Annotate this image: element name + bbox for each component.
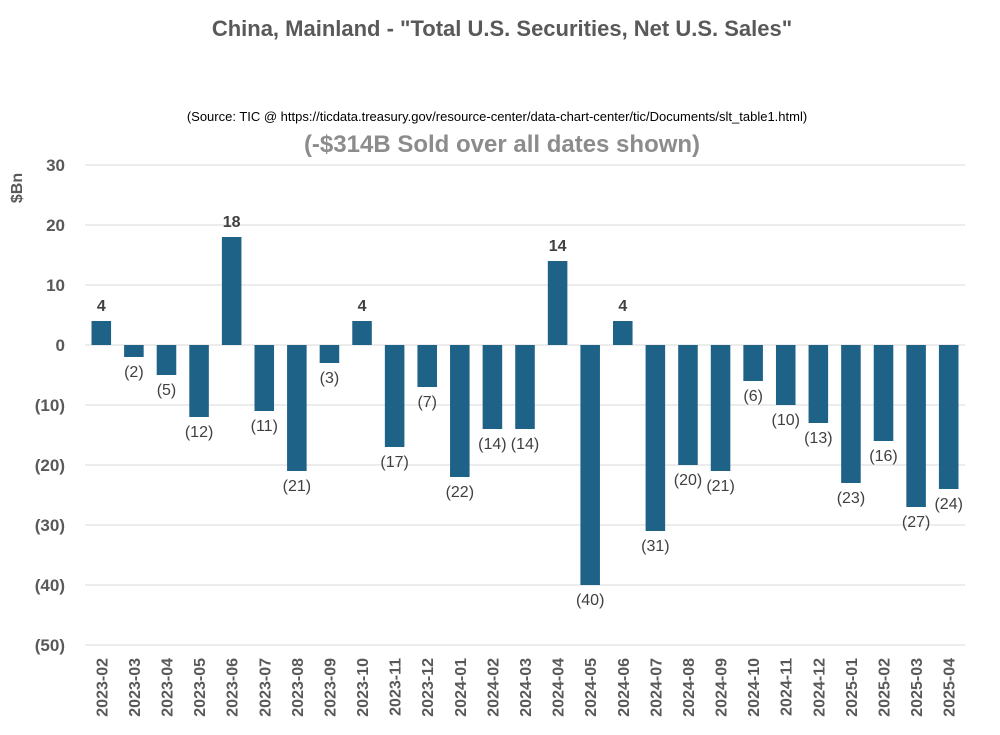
bar bbox=[319, 345, 340, 363]
bar bbox=[645, 345, 666, 531]
bar bbox=[841, 345, 861, 483]
bar bbox=[808, 345, 829, 423]
data-label: 14 bbox=[549, 238, 567, 255]
y-tick-label: 10 bbox=[46, 276, 65, 295]
x-tick-label: 2023-10 bbox=[355, 658, 372, 717]
data-label: (24) bbox=[934, 496, 962, 513]
x-tick-label: 2025-01 bbox=[844, 658, 861, 717]
bar bbox=[124, 345, 144, 357]
data-label: 4 bbox=[97, 298, 106, 315]
x-tick-label: 2024-04 bbox=[551, 658, 568, 717]
bar bbox=[352, 321, 372, 345]
bar bbox=[515, 345, 535, 429]
bar bbox=[775, 345, 796, 405]
x-tick-label: 2024-10 bbox=[746, 658, 763, 717]
x-tick-label: 2024-02 bbox=[485, 658, 502, 717]
data-label: (11) bbox=[251, 418, 278, 435]
bar bbox=[743, 345, 763, 381]
y-tick-label: (40) bbox=[35, 576, 65, 595]
y-tick-label: 30 bbox=[46, 156, 65, 175]
x-tick-label: 2024-08 bbox=[681, 658, 698, 717]
x-tick-label: 2025-04 bbox=[942, 658, 959, 717]
x-tick-label: 2023-08 bbox=[290, 658, 307, 717]
bar bbox=[938, 345, 959, 489]
data-label: (5) bbox=[157, 382, 177, 399]
x-tick-label: 2024-01 bbox=[453, 658, 470, 717]
data-label: (6) bbox=[743, 388, 763, 405]
x-tick-label: 2025-03 bbox=[909, 658, 926, 717]
x-tick-label: 2024-11 bbox=[779, 658, 796, 716]
bar bbox=[580, 345, 600, 585]
data-label: (13) bbox=[804, 430, 832, 447]
bar bbox=[613, 321, 633, 345]
data-label: 4 bbox=[358, 298, 367, 315]
y-tick-label: (20) bbox=[35, 456, 65, 475]
x-tick-label: 2023-06 bbox=[225, 658, 242, 717]
x-axis-ticks: 2023-02 2023-03 2023-04 2023-05 2023-06 2023-… bbox=[94, 658, 958, 717]
data-label: 18 bbox=[223, 214, 241, 231]
x-tick-label: 2023-04 bbox=[159, 658, 176, 717]
bar bbox=[221, 237, 242, 345]
data-label: (12) bbox=[185, 424, 213, 441]
x-tick-label: 2024-07 bbox=[648, 658, 665, 717]
x-tick-label: 2024-09 bbox=[714, 658, 731, 717]
data-label: (10) bbox=[772, 412, 800, 429]
data-label: (22) bbox=[446, 484, 474, 501]
bar bbox=[873, 345, 894, 441]
bar bbox=[547, 261, 568, 345]
x-tick-label: 2023-05 bbox=[192, 658, 209, 717]
data-label: (16) bbox=[869, 448, 897, 465]
bar bbox=[450, 345, 470, 477]
data-label: (7) bbox=[417, 394, 437, 411]
data-label: (23) bbox=[837, 490, 865, 507]
data-labels: 4 (2) (5) (12) 18 (11) (21) (3) 4 (17) (7) (22) (14)… bbox=[97, 214, 963, 609]
data-label: (3) bbox=[320, 370, 340, 387]
data-label: (21) bbox=[706, 478, 734, 495]
y-tick-label: (10) bbox=[35, 396, 65, 415]
data-label: (27) bbox=[902, 514, 930, 531]
x-tick-label: 2024-06 bbox=[616, 658, 633, 717]
bar bbox=[417, 345, 437, 387]
y-axis-ticks: 30 20 10 0 (10) (20) (30) (40) (50) bbox=[35, 156, 65, 655]
bar bbox=[189, 345, 209, 417]
data-label: 4 bbox=[618, 298, 627, 315]
x-tick-label: 2025-02 bbox=[877, 658, 894, 717]
y-tick-label: 0 bbox=[56, 336, 65, 355]
bar bbox=[91, 321, 112, 345]
bar bbox=[482, 345, 503, 429]
data-label: (2) bbox=[124, 364, 144, 381]
y-tick-label: (30) bbox=[35, 516, 65, 535]
x-tick-label: 2023-09 bbox=[322, 658, 339, 717]
y-axis-label: $Bn bbox=[9, 173, 26, 203]
bar bbox=[287, 345, 307, 471]
bar bbox=[156, 345, 177, 375]
chart-subtitle: (-$314B Sold over all dates shown) bbox=[304, 131, 700, 158]
bar bbox=[384, 345, 405, 447]
data-label: (21) bbox=[283, 478, 311, 495]
data-label: (31) bbox=[641, 538, 669, 555]
x-tick-label: 2024-12 bbox=[811, 658, 828, 717]
data-label: (14) bbox=[511, 436, 539, 453]
x-tick-label: 2024-05 bbox=[583, 658, 600, 717]
bar bbox=[906, 345, 926, 507]
bar bbox=[678, 345, 698, 465]
chart-title: China, Mainland - "Total U.S. Securities… bbox=[212, 16, 792, 41]
chart-source: (Source: TIC @ https://ticdata.treasury.… bbox=[187, 109, 807, 124]
data-label: (20) bbox=[674, 472, 702, 489]
x-tick-label: 2023-11 bbox=[388, 658, 405, 716]
bars bbox=[91, 237, 959, 585]
bar bbox=[710, 345, 731, 471]
data-label: (14) bbox=[478, 436, 506, 453]
x-tick-label: 2023-03 bbox=[127, 658, 144, 717]
bar bbox=[254, 345, 275, 411]
data-label: (40) bbox=[576, 592, 604, 609]
x-tick-label: 2023-07 bbox=[257, 658, 274, 717]
x-tick-label: 2023-02 bbox=[94, 658, 111, 717]
y-tick-label: (50) bbox=[35, 636, 65, 655]
data-label: (17) bbox=[380, 454, 408, 471]
x-tick-label: 2024-03 bbox=[518, 658, 535, 717]
y-tick-label: 20 bbox=[46, 216, 65, 235]
x-tick-label: 2023-12 bbox=[420, 658, 437, 717]
